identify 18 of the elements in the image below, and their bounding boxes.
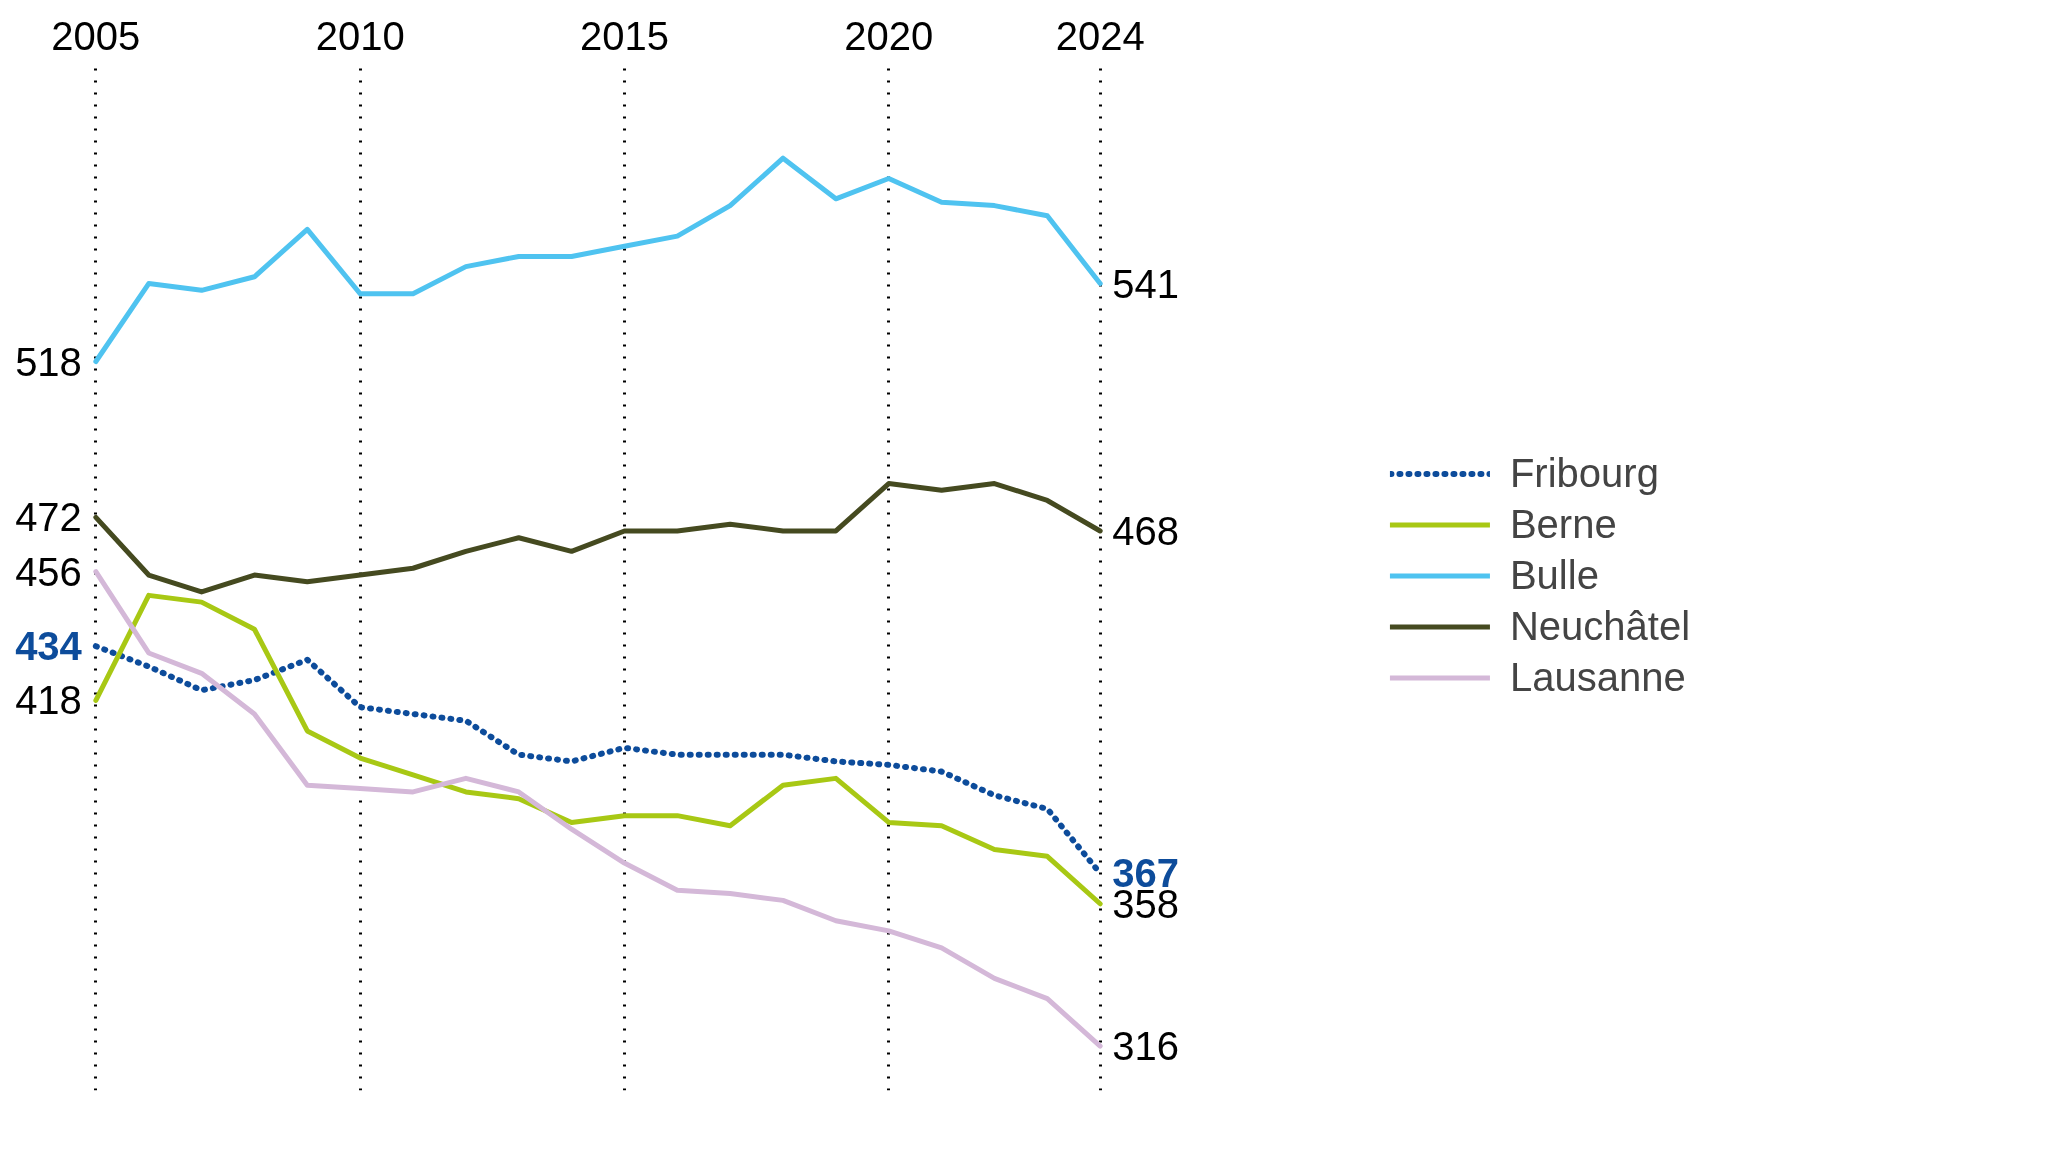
legend-label: Bulle: [1509, 552, 1599, 598]
data-label: 418: [15, 678, 82, 723]
data-label: 541: [1112, 261, 1179, 306]
x-tick-label: 2020: [844, 13, 934, 58]
x-tick-label: 2015: [579, 13, 669, 58]
x-tick-label: 2005: [51, 13, 141, 58]
data-label: 456: [15, 549, 82, 594]
x-tick-label: 2010: [315, 13, 405, 58]
legend-label: Lausanne: [1509, 654, 1686, 700]
data-label: 434: [15, 624, 83, 669]
data-label: 468: [1112, 508, 1179, 553]
x-tick-label: 2024: [1055, 13, 1145, 58]
data-label: 518: [15, 339, 82, 384]
legend-label: Fribourg: [1509, 450, 1659, 496]
legend-label: Neuchâtel: [1509, 603, 1691, 649]
data-label: 472: [15, 495, 82, 540]
legend-label: Berne: [1509, 501, 1617, 547]
data-label: 316: [1112, 1024, 1179, 1069]
